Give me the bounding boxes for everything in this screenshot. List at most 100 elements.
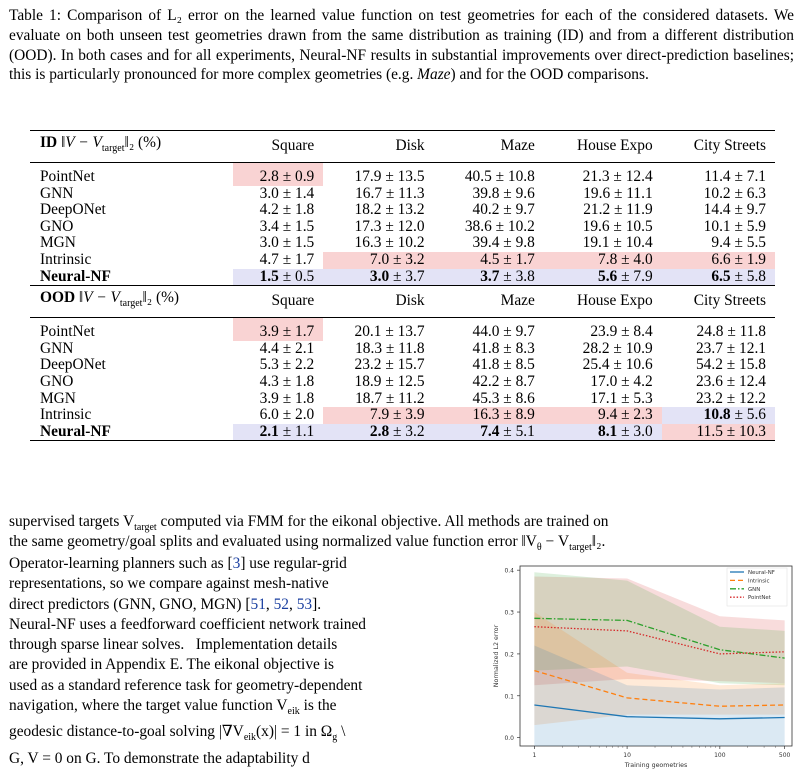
metric-cell: 45.3 ± 8.6 <box>472 389 535 407</box>
metric-cell: 39.8 ± 9.6 <box>472 184 535 202</box>
metric-cell: 6.6 ± 1.9 <box>661 251 775 269</box>
metric-cell: 24.8 ± 11.8 <box>696 323 766 341</box>
metric-cell: 20.1 ± 13.7 <box>354 323 425 341</box>
body-wrap-line: geodesic distance-to-goal solving |∇Veik… <box>9 723 346 744</box>
metric-cell: 8.1 ± 3.0 <box>543 422 662 442</box>
metric-cell: 41.8 ± 8.3 <box>472 339 535 357</box>
y-tick-label: 0.1 <box>504 693 514 700</box>
legend-label: Neural-NF <box>748 570 775 576</box>
metric-cell: 19.1 ± 10.4 <box>582 234 653 252</box>
metric-std: ± 5.1 <box>499 422 535 440</box>
metric-cell: 28.2 ± 10.9 <box>582 339 653 357</box>
metric-cell: 18.3 ± 11.8 <box>355 339 425 357</box>
method-name: MGN <box>40 389 76 407</box>
body-wrap-line: Operator-learning planners such as [3] u… <box>9 555 347 572</box>
metric-cell: 9.4 ± 5.5 <box>711 234 766 252</box>
metric-cell: 3.9 ± 1.7 <box>233 317 324 341</box>
method-name: Neural-NF <box>40 267 111 285</box>
column-header: Square <box>233 130 324 163</box>
metric-cell: 42.2 ± 8.7 <box>472 372 535 390</box>
metric-cell: 5.3 ± 2.2 <box>259 356 315 374</box>
method-name: MGN <box>40 234 76 252</box>
citation-link[interactable]: 52 <box>273 595 289 613</box>
section-header: ID ‖V − Vtarget‖₂ (%) <box>30 130 234 163</box>
metric-tail: ‖₂ (%) <box>124 134 162 152</box>
metric-cell: 18.2 ± 13.2 <box>354 201 425 219</box>
metric-std: ± 3.0 <box>617 422 653 440</box>
metric-cell: 17.0 ± 4.2 <box>590 372 653 390</box>
metric-cell: 21.3 ± 12.4 <box>582 168 653 185</box>
y-tick-label: 0.2 <box>504 651 514 658</box>
x-tick-label: 500 <box>779 752 791 759</box>
metric-cell: 4.4 ± 2.1 <box>259 339 315 357</box>
metric-cell: 2.8 ± 0.9 <box>233 162 324 186</box>
metric-cell: 25.4 ± 10.6 <box>582 356 653 374</box>
metric-cell: 16.3 ± 8.9 <box>433 407 544 424</box>
legend-label: Intrinsic <box>748 578 770 584</box>
table-row: Neural-NF 2.1 ± 1.1 2.8 ± 3.2 7.4 ± 5.1 8.1 … <box>30 422 775 442</box>
table-row: PointNet 3.9 ± 1.7 20.1 ± 13.7 44.0 ± 9.7 23… <box>30 317 775 341</box>
metric-cell: 3.0 ± 1.4 <box>259 184 315 202</box>
method-name: GNN <box>40 339 74 357</box>
metric-cell: 23.2 ± 15.7 <box>354 356 425 374</box>
metric-std: ± 3.8 <box>499 267 535 285</box>
metric-cell: 21.2 ± 11.9 <box>583 201 653 219</box>
metric-cell: 5.6 ± 7.9 <box>543 267 662 286</box>
table-header-row: ID ‖V − Vtarget‖₂ (%) Square Disk Maze House… <box>30 130 775 163</box>
caption-tail: ) and for the OOD comparisons. <box>450 66 649 84</box>
metric-cell: 44.0 ± 9.7 <box>472 323 535 341</box>
metric-std: ± 3.7 <box>389 267 425 285</box>
metric-cell: 23.2 ± 12.2 <box>695 389 766 407</box>
table-row: Intrinsic 4.7 ± 1.7 7.0 ± 3.2 4.5 ± 1.7 7.8 … <box>30 250 775 269</box>
table-row: Neural-NF 1.5 ± 0.5 3.0 ± 3.7 3.7 ± 3.8 5.6 … <box>30 267 775 286</box>
legend-label: PointNet <box>748 595 771 601</box>
metric-cell: 4.2 ± 1.8 <box>259 201 315 219</box>
body-wrap-line: are provided in Appendix E. The eikonal … <box>9 656 334 674</box>
metric-cell: 10.1 ± 5.9 <box>703 217 766 235</box>
metric-cell: 23.9 ± 8.4 <box>590 323 653 341</box>
metric-cell: 3.9 ± 1.8 <box>259 389 315 407</box>
x-tick-label: 1 <box>532 752 536 759</box>
method-name: GNO <box>40 217 74 235</box>
metric-cell: 19.6 ± 11.1 <box>583 184 653 202</box>
y-tick-label: 0.4 <box>504 568 514 575</box>
series-band <box>534 645 785 746</box>
training-geometries-chart: 0.0 0.1 0.2 0.3 0.4 1 10 100 500 Training geometr… <box>480 560 802 773</box>
body-wrap-line: used as a standard reference task for ge… <box>9 676 363 694</box>
metric-cell: 40.2 ± 9.7 <box>472 201 535 219</box>
table-row: MGN 3.0 ± 1.5 16.3 ± 10.2 39.4 ± 9.8 19.1 ± … <box>30 235 775 252</box>
body-wrapped-text: Operator-learning planners such as [3] u… <box>9 554 462 769</box>
section-header: OOD ‖V − Vtarget‖₂ (%) <box>30 285 234 319</box>
metric-cell: 14.4 ± 9.7 <box>703 201 766 219</box>
citation-link[interactable]: 3 <box>232 555 241 572</box>
column-header: City Streets <box>661 285 775 319</box>
metric-cell: 18.9 ± 12.5 <box>354 372 425 390</box>
plot-frame <box>519 565 793 747</box>
series-line <box>534 670 785 707</box>
chart-svg: 0.0 0.1 0.2 0.3 0.4 1 10 100 500 Training geometr… <box>493 565 793 769</box>
x-axis-label: Training geometries <box>624 762 688 769</box>
series-line <box>534 617 785 659</box>
metric-mean: 1.5 <box>259 267 279 285</box>
metric-mean: 3.7 <box>480 267 500 285</box>
metric-std: ± 0.5 <box>278 267 315 285</box>
results-table: ID ‖V − Vtarget‖₂ (%) Square Disk Maze House… <box>30 130 775 442</box>
metric-cell: 17.1 ± 5.3 <box>590 389 653 407</box>
metric-cell: 19.6 ± 10.5 <box>582 217 653 235</box>
metric-cell: 16.7 ± 11.3 <box>355 184 425 202</box>
metric-label: ‖V − V <box>60 134 102 152</box>
method-name: GNN <box>40 184 74 202</box>
section-tag: ID <box>40 134 58 152</box>
metric-cell: 6.5 ± 5.8 <box>661 268 775 286</box>
table-row: DeepONet 5.3 ± 2.2 23.2 ± 15.7 41.8 ± 8.5 25… <box>30 357 775 374</box>
metric-cell: 7.0 ± 3.2 <box>323 251 434 269</box>
metric-cell: 18.7 ± 11.2 <box>355 389 425 407</box>
method-name: Intrinsic <box>40 250 92 268</box>
citation-link[interactable]: 51 <box>250 595 266 613</box>
metric-std: ± 1.1 <box>278 422 315 440</box>
citation-link[interactable]: 53 <box>296 595 313 613</box>
table-row: PointNet 2.8 ± 0.9 17.9 ± 13.5 40.5 ± 10.8 2… <box>30 162 775 186</box>
method-name: PointNet <box>40 323 95 341</box>
y-tick-label: 0.3 <box>504 610 514 617</box>
metric-std: ± 7.9 <box>617 267 653 285</box>
